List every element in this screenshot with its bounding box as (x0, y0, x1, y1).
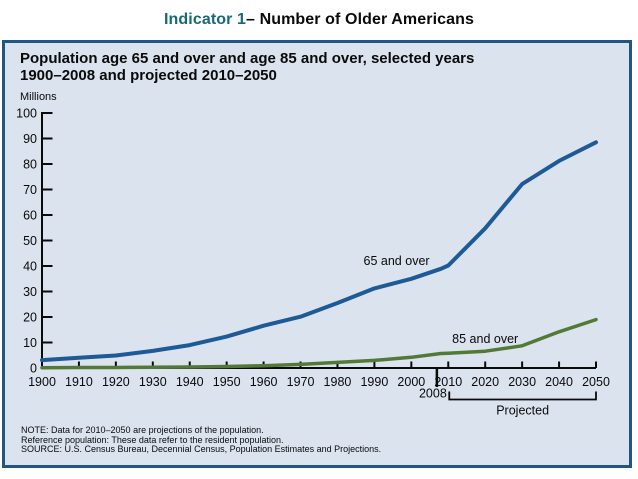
chart-text: 2050 (582, 375, 610, 389)
chart-text: 1910 (65, 375, 93, 389)
series-label-85-and-over: 85 and over (452, 332, 518, 346)
page-title: Indicator 1– Number of Older Americans (0, 11, 638, 29)
chart-text: 30 (23, 285, 37, 299)
chart-text: 1980 (324, 375, 352, 389)
chart-text: 1930 (139, 375, 167, 389)
chart-text: 70 (23, 183, 37, 197)
chart-text: 2010 (434, 375, 462, 389)
chart-text: 80 (23, 158, 37, 172)
chart-text: 100 (16, 107, 37, 121)
page-title-indicator: Indicator 1 (164, 11, 247, 28)
chart-text: 40 (23, 260, 37, 274)
axes (41, 112, 596, 369)
projected-bracket: Projected (448, 391, 597, 418)
chart-text: 85 and over (452, 332, 518, 346)
y-axis-ticks: 0 10 20 30 40 50 60 70 80 90 100 (16, 107, 53, 376)
chart-text: 1960 (250, 375, 278, 389)
chart-title-line1: Population age 65 and over and age 85 an… (20, 50, 475, 67)
chart-text: 1900 (28, 375, 56, 389)
chart-text: 20 (23, 311, 37, 325)
chart-text: 1940 (176, 375, 204, 389)
chart-text: Projected (496, 404, 549, 418)
chart-text: 2030 (508, 375, 536, 389)
chart-text: 2040 (545, 375, 573, 389)
chart-text: 1990 (360, 375, 388, 389)
chart-notes: NOTE: Data for 2010–2050 are projections… (21, 425, 382, 455)
chart-text: 1920 (102, 375, 130, 389)
series-85-and-over (40, 317, 598, 370)
chart-text: 2008 (419, 387, 447, 401)
page-title-text: – Number of Older Americans (246, 11, 474, 28)
chart-text: 65 and over (364, 254, 430, 268)
x-axis-ticks: 1900 1910 1920 1930 1940 1950 1960 1970 1980 1990… (28, 361, 610, 389)
y-axis-unit-label: Millions (20, 91, 57, 103)
chart-text: 0 (30, 362, 37, 376)
chart-text: 2020 (471, 375, 499, 389)
series-65-and-over (40, 140, 598, 363)
note-line: NOTE: Data for 2010–2050 are projections… (21, 425, 264, 435)
chart-text: 90 (23, 132, 37, 146)
chart-title-line2: 1900–2008 and projected 2010–2050 (20, 66, 277, 84)
series-label-65-and-over: 65 and over (364, 254, 430, 268)
x-tick-2008: 2008 (419, 368, 447, 401)
chart-text: 50 (23, 234, 37, 248)
chart-panel (2, 40, 632, 468)
chart-text: 1950 (213, 375, 241, 389)
note-line: Reference population: These data refer t… (21, 434, 284, 445)
chart-text: 60 (23, 209, 37, 223)
chart-text: 1970 (287, 375, 315, 389)
note-line: SOURCE: U.S. Census Bureau, Decennial Ce… (21, 444, 382, 454)
chart-title: Population age 65 and over and age 85 an… (20, 50, 475, 84)
chart-text: 2000 (397, 375, 425, 389)
chart-text: 10 (23, 336, 37, 350)
